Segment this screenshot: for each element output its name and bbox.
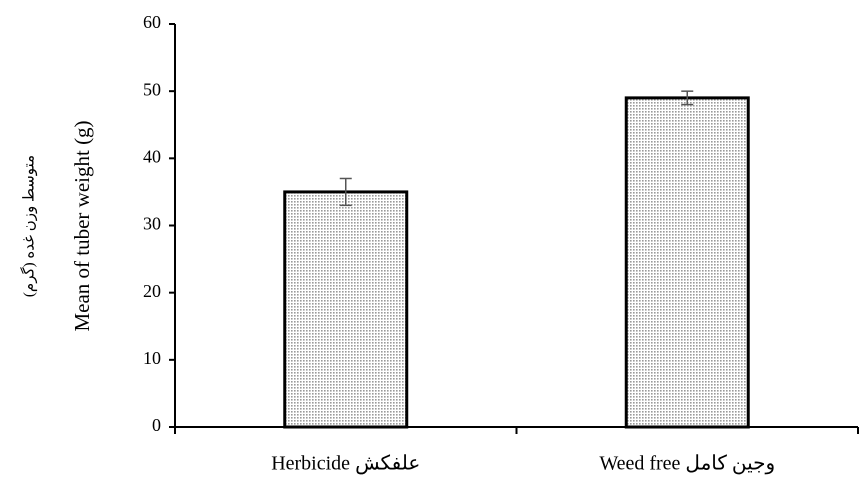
y-tick-label: 0 xyxy=(152,415,161,435)
y-tick-label: 20 xyxy=(143,281,161,301)
x-tick-label: Herbicide علفکش xyxy=(271,453,420,475)
y-axis-label: Mean of tuber weight (g) xyxy=(70,120,94,331)
y-tick-label: 50 xyxy=(143,79,161,99)
y-axis-label-persian: متوسط وزن غده (گرم) xyxy=(19,155,37,297)
y-tick-label: 60 xyxy=(143,12,161,32)
y-tick-label: 30 xyxy=(143,214,161,234)
bar xyxy=(283,190,409,429)
y-tick-label: 10 xyxy=(143,348,161,368)
x-tick-label: Weed free وجین کامل xyxy=(599,453,775,475)
bar xyxy=(624,96,750,429)
y-tick-label: 40 xyxy=(143,146,161,166)
